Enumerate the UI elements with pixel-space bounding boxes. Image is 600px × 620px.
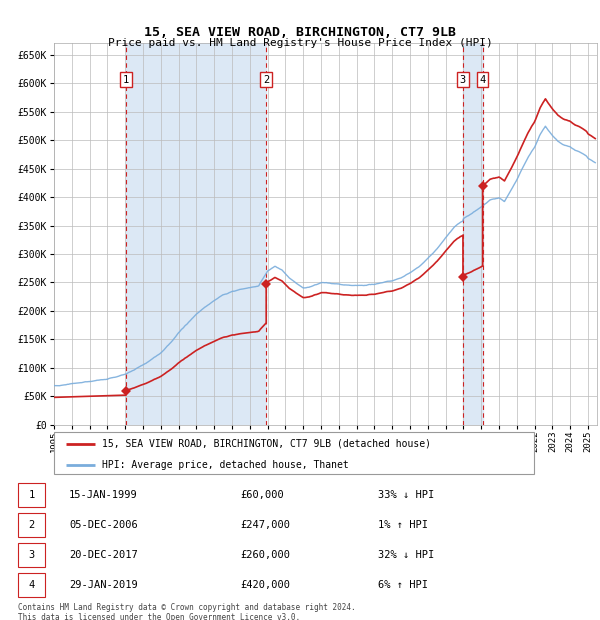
Text: HPI: Average price, detached house, Thanet: HPI: Average price, detached house, Than… xyxy=(102,460,349,470)
Text: Price paid vs. HM Land Registry's House Price Index (HPI): Price paid vs. HM Land Registry's House … xyxy=(107,38,493,48)
Text: 1: 1 xyxy=(123,74,129,84)
Text: 6% ↑ HPI: 6% ↑ HPI xyxy=(378,580,428,590)
FancyBboxPatch shape xyxy=(54,432,534,474)
Bar xyxy=(126,43,266,425)
Bar xyxy=(463,43,483,425)
Text: 4: 4 xyxy=(479,74,486,84)
Text: £60,000: £60,000 xyxy=(240,490,284,500)
Text: £420,000: £420,000 xyxy=(240,580,290,590)
Text: 1: 1 xyxy=(28,490,35,500)
Text: 33% ↓ HPI: 33% ↓ HPI xyxy=(378,490,434,500)
Text: 2: 2 xyxy=(28,520,35,530)
Text: 2: 2 xyxy=(263,74,269,84)
Text: £247,000: £247,000 xyxy=(240,520,290,530)
Text: 15, SEA VIEW ROAD, BIRCHINGTON, CT7 9LB (detached house): 15, SEA VIEW ROAD, BIRCHINGTON, CT7 9LB … xyxy=(102,439,431,449)
Text: 32% ↓ HPI: 32% ↓ HPI xyxy=(378,550,434,560)
Text: 15-JAN-1999: 15-JAN-1999 xyxy=(69,490,138,500)
Text: 4: 4 xyxy=(28,580,35,590)
Text: Contains HM Land Registry data © Crown copyright and database right 2024.
This d: Contains HM Land Registry data © Crown c… xyxy=(18,603,356,620)
Text: 3: 3 xyxy=(460,74,466,84)
Text: 29-JAN-2019: 29-JAN-2019 xyxy=(69,580,138,590)
Text: £260,000: £260,000 xyxy=(240,550,290,560)
Text: 1% ↑ HPI: 1% ↑ HPI xyxy=(378,520,428,530)
Text: 3: 3 xyxy=(28,550,35,560)
Text: 15, SEA VIEW ROAD, BIRCHINGTON, CT7 9LB: 15, SEA VIEW ROAD, BIRCHINGTON, CT7 9LB xyxy=(144,26,456,39)
Text: 20-DEC-2017: 20-DEC-2017 xyxy=(69,550,138,560)
Text: 05-DEC-2006: 05-DEC-2006 xyxy=(69,520,138,530)
